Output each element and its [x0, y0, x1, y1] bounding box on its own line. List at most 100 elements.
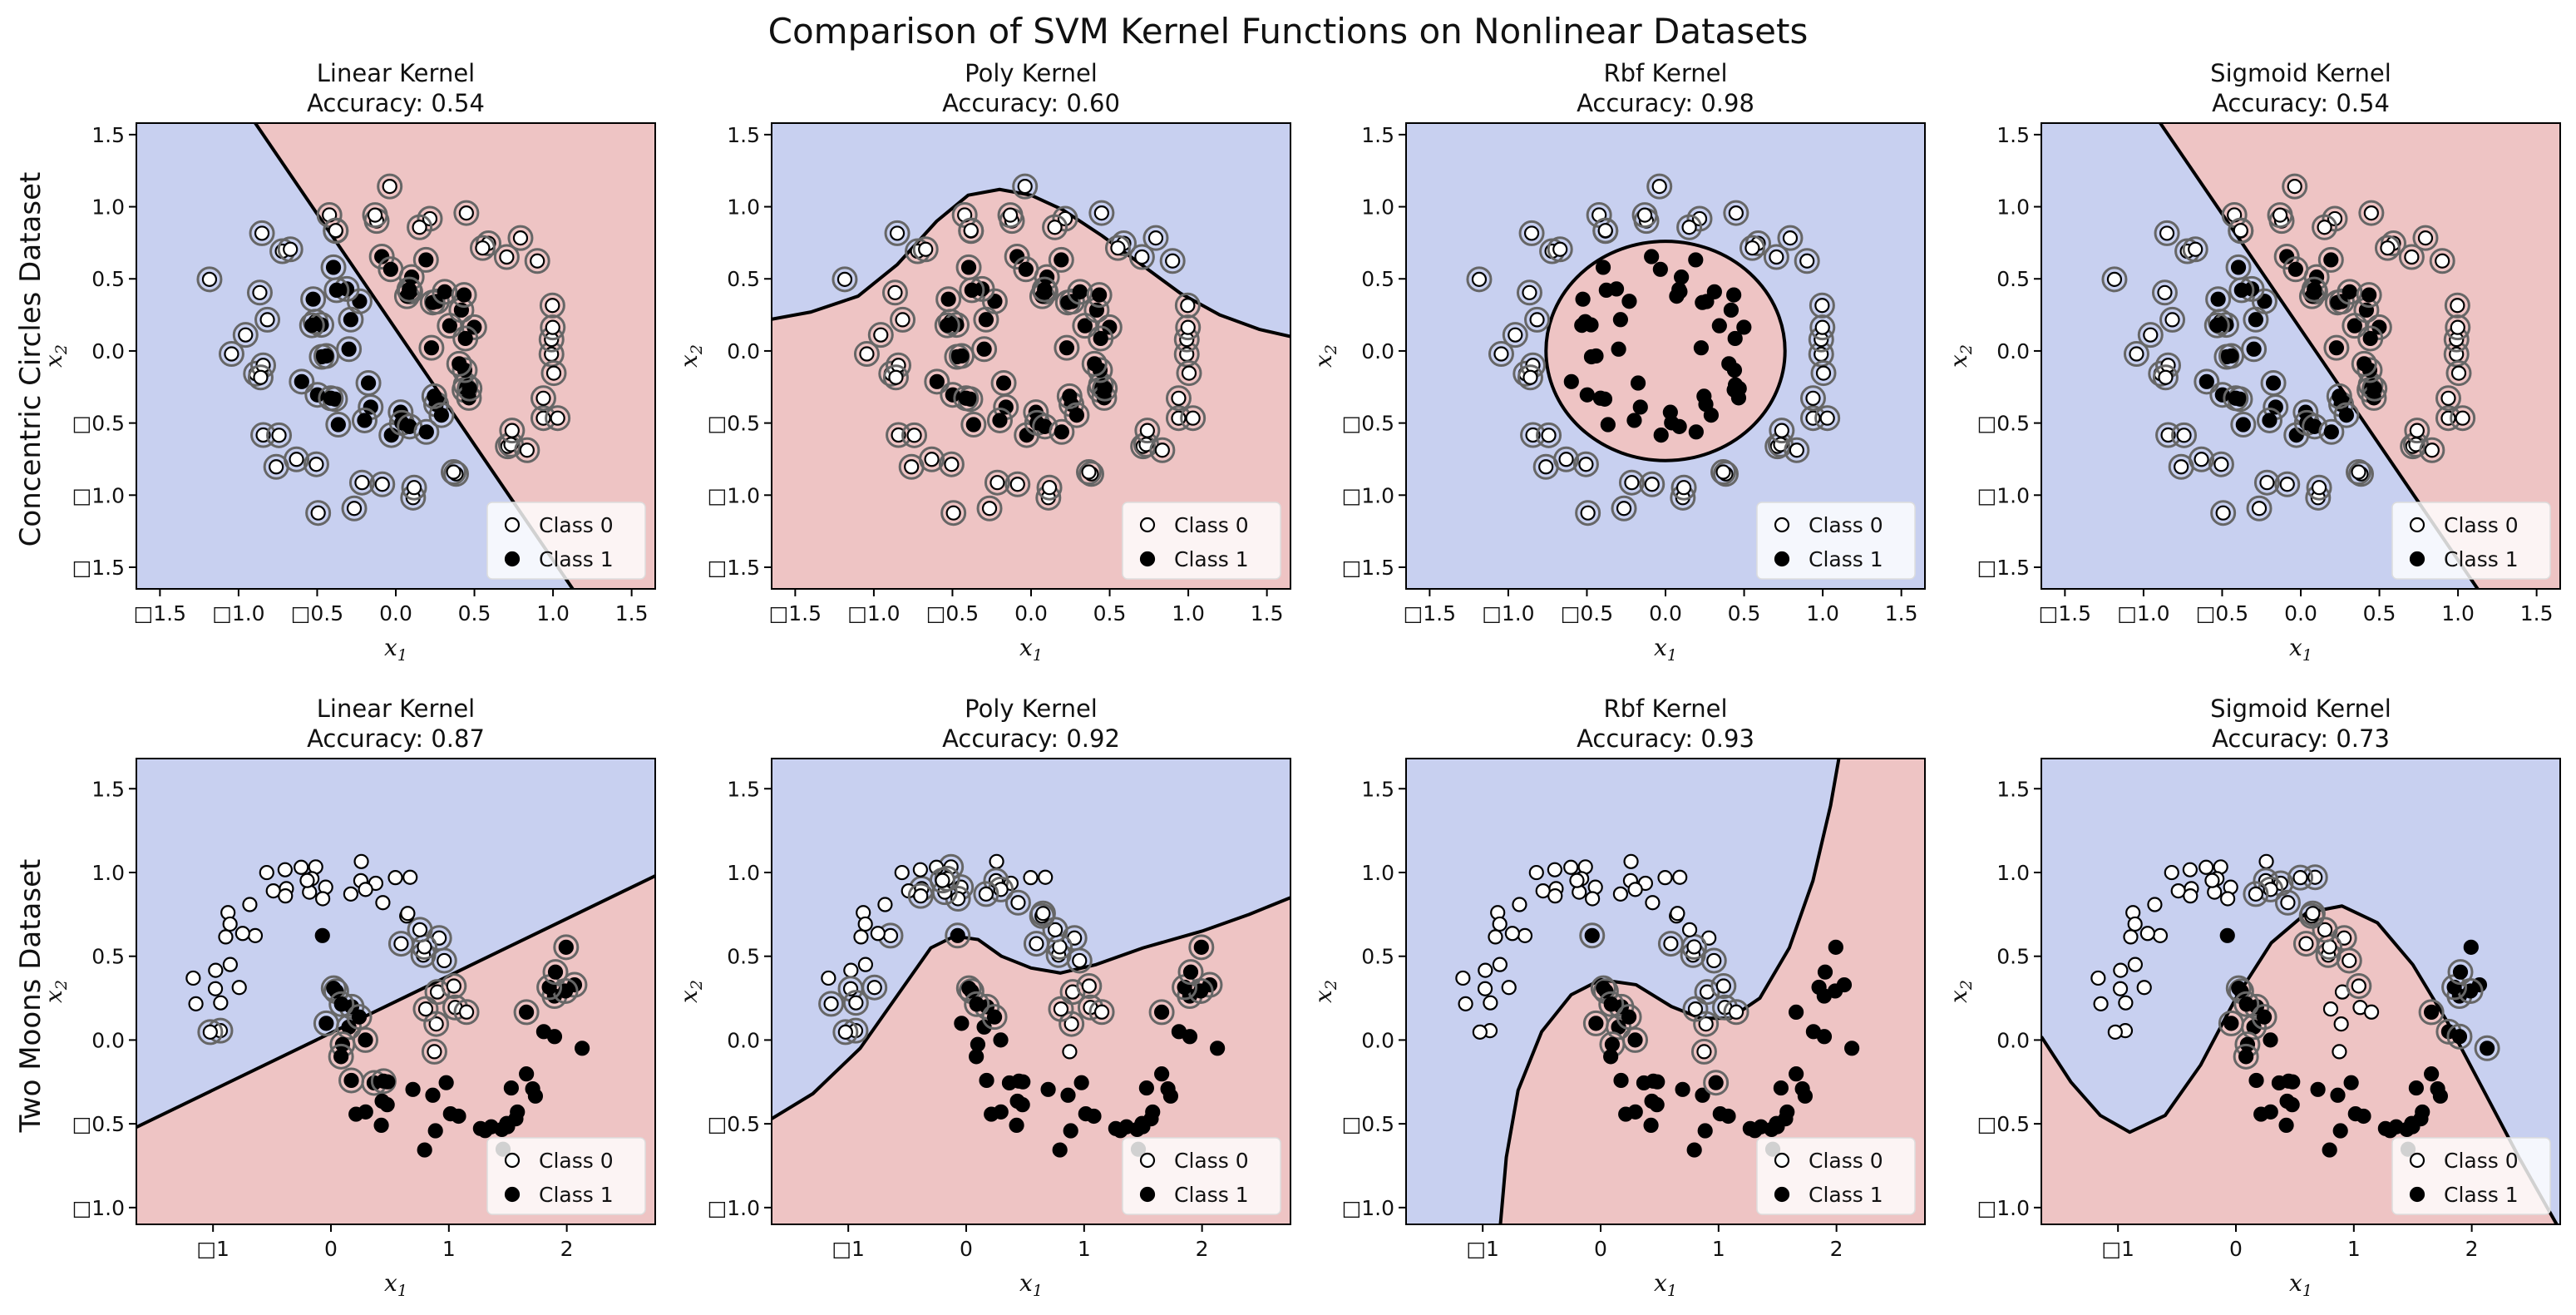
support-vector-ring	[1004, 244, 1030, 270]
support-vector-ring	[2225, 975, 2252, 1001]
point-class-1	[382, 261, 398, 277]
point-class-1	[1072, 284, 1088, 299]
x-tick-label: 0.5	[1728, 601, 1761, 625]
support-vector-ring	[2267, 202, 2293, 229]
point-class-0	[848, 995, 864, 1011]
point-class-0	[1038, 869, 1054, 885]
point-class-1	[1720, 1108, 1736, 1125]
support-vector-ring	[1036, 474, 1063, 501]
point-class-1	[969, 996, 985, 1012]
y-tick-label: 0.0	[727, 339, 760, 363]
subplot-accuracy: Accuracy: 0.54	[2212, 89, 2390, 117]
support-vector-ring	[940, 500, 967, 526]
point-class-0	[1681, 922, 1698, 937]
point-class-0	[283, 241, 299, 257]
support-vector-ring	[1618, 469, 1645, 496]
point-class-1	[1063, 1123, 1078, 1139]
point-class-1	[442, 318, 457, 334]
point-class-1	[2235, 417, 2251, 433]
legend-label-class-1: Class 1	[2444, 1183, 2519, 1207]
point-class-0	[821, 970, 836, 986]
support-vector-ring	[1076, 459, 1103, 486]
point-class-0	[1814, 298, 1830, 314]
point-class-0	[1580, 505, 1596, 521]
point-class-1	[1675, 1081, 1690, 1097]
point-class-0	[2159, 225, 2175, 241]
support-vector-ring	[2171, 422, 2198, 448]
support-vector-ring	[1502, 322, 1528, 349]
point-class-0	[2259, 475, 2275, 491]
support-vector-ring	[2223, 385, 2249, 412]
point-class-1	[2228, 390, 2243, 406]
point-class-0	[1538, 459, 1554, 475]
y-tick-label: □1.0	[1977, 1196, 2030, 1220]
point-class-0	[2342, 952, 2357, 969]
point-class-1	[318, 1016, 334, 1031]
point-class-0	[2322, 1001, 2339, 1017]
support-vector-ring	[1536, 422, 1562, 448]
x-axis-label-subscript: 1	[1033, 646, 1043, 665]
point-class-0	[2158, 369, 2174, 385]
point-class-0	[1624, 475, 1640, 491]
x-tick-label: □0.5	[1561, 601, 1613, 625]
legend-box	[486, 502, 646, 580]
legend-marker-class-1	[504, 551, 521, 567]
legend-marker-class-1	[2409, 1186, 2425, 1203]
point-class-0	[1651, 179, 1667, 195]
point-class-0	[888, 369, 904, 385]
point-class-1	[437, 284, 452, 299]
point-class-1	[546, 1029, 563, 1045]
point-class-1	[1695, 1087, 1710, 1103]
support-vector-ring	[2445, 360, 2472, 387]
point-class-0	[346, 501, 363, 517]
point-class-1	[965, 417, 981, 433]
support-vector-ring	[1611, 495, 1637, 522]
support-vector-ring	[1076, 972, 1103, 999]
x-tick-label: 1.5	[1885, 601, 1918, 625]
point-class-0	[1522, 369, 1538, 385]
support-vector-ring	[346, 1004, 373, 1031]
support-vector-ring	[973, 881, 999, 907]
support-vector-ring	[196, 266, 223, 293]
point-class-0	[2317, 922, 2333, 937]
point-class-1	[1844, 1041, 1860, 1056]
support-vector-ring	[1175, 314, 1202, 341]
plot-area	[2041, 759, 2560, 1224]
point-class-0	[2157, 284, 2173, 300]
x-tick-label: 1	[1712, 1237, 1725, 1261]
support-vector-ring	[1188, 934, 1215, 961]
support-vector-ring	[1646, 173, 1673, 200]
point-class-0	[1698, 1016, 1714, 1032]
point-class-1	[352, 294, 368, 309]
point-class-0	[2183, 888, 2198, 904]
point-class-1	[1816, 1029, 1833, 1045]
point-class-0	[446, 464, 461, 480]
support-vector-ring	[1063, 402, 1090, 428]
point-class-0	[2248, 886, 2264, 902]
legend: Class 0 Class 1	[1756, 502, 1916, 580]
point-class-1	[1154, 1066, 1170, 1082]
point-class-1	[1584, 927, 1600, 943]
point-class-1	[1671, 418, 1687, 434]
y-tick-label: □1.5	[1977, 556, 2030, 580]
legend: Class 0 Class 1	[486, 1137, 646, 1215]
support-vector-ring	[1488, 341, 1514, 368]
point-class-0	[1681, 220, 1697, 235]
support-vector-ring	[249, 220, 275, 246]
y-tick-label: 1.0	[91, 861, 125, 885]
point-class-0	[1134, 249, 1150, 265]
support-vector-ring	[277, 236, 303, 263]
point-class-0	[857, 957, 873, 972]
support-vector-ring	[351, 407, 378, 433]
point-class-0	[519, 442, 535, 458]
point-class-0	[1181, 365, 1197, 381]
x-tick-label: 1	[442, 1237, 456, 1261]
point-class-0	[1547, 862, 1562, 877]
support-vector-ring	[971, 336, 998, 363]
point-class-0	[2129, 346, 2144, 362]
point-class-1	[2332, 1123, 2348, 1139]
decision-boundary	[1544, 240, 1787, 462]
support-vector-ring	[1631, 202, 1658, 229]
point-class-1	[525, 1080, 540, 1097]
support-vector-ring	[981, 1004, 1008, 1031]
